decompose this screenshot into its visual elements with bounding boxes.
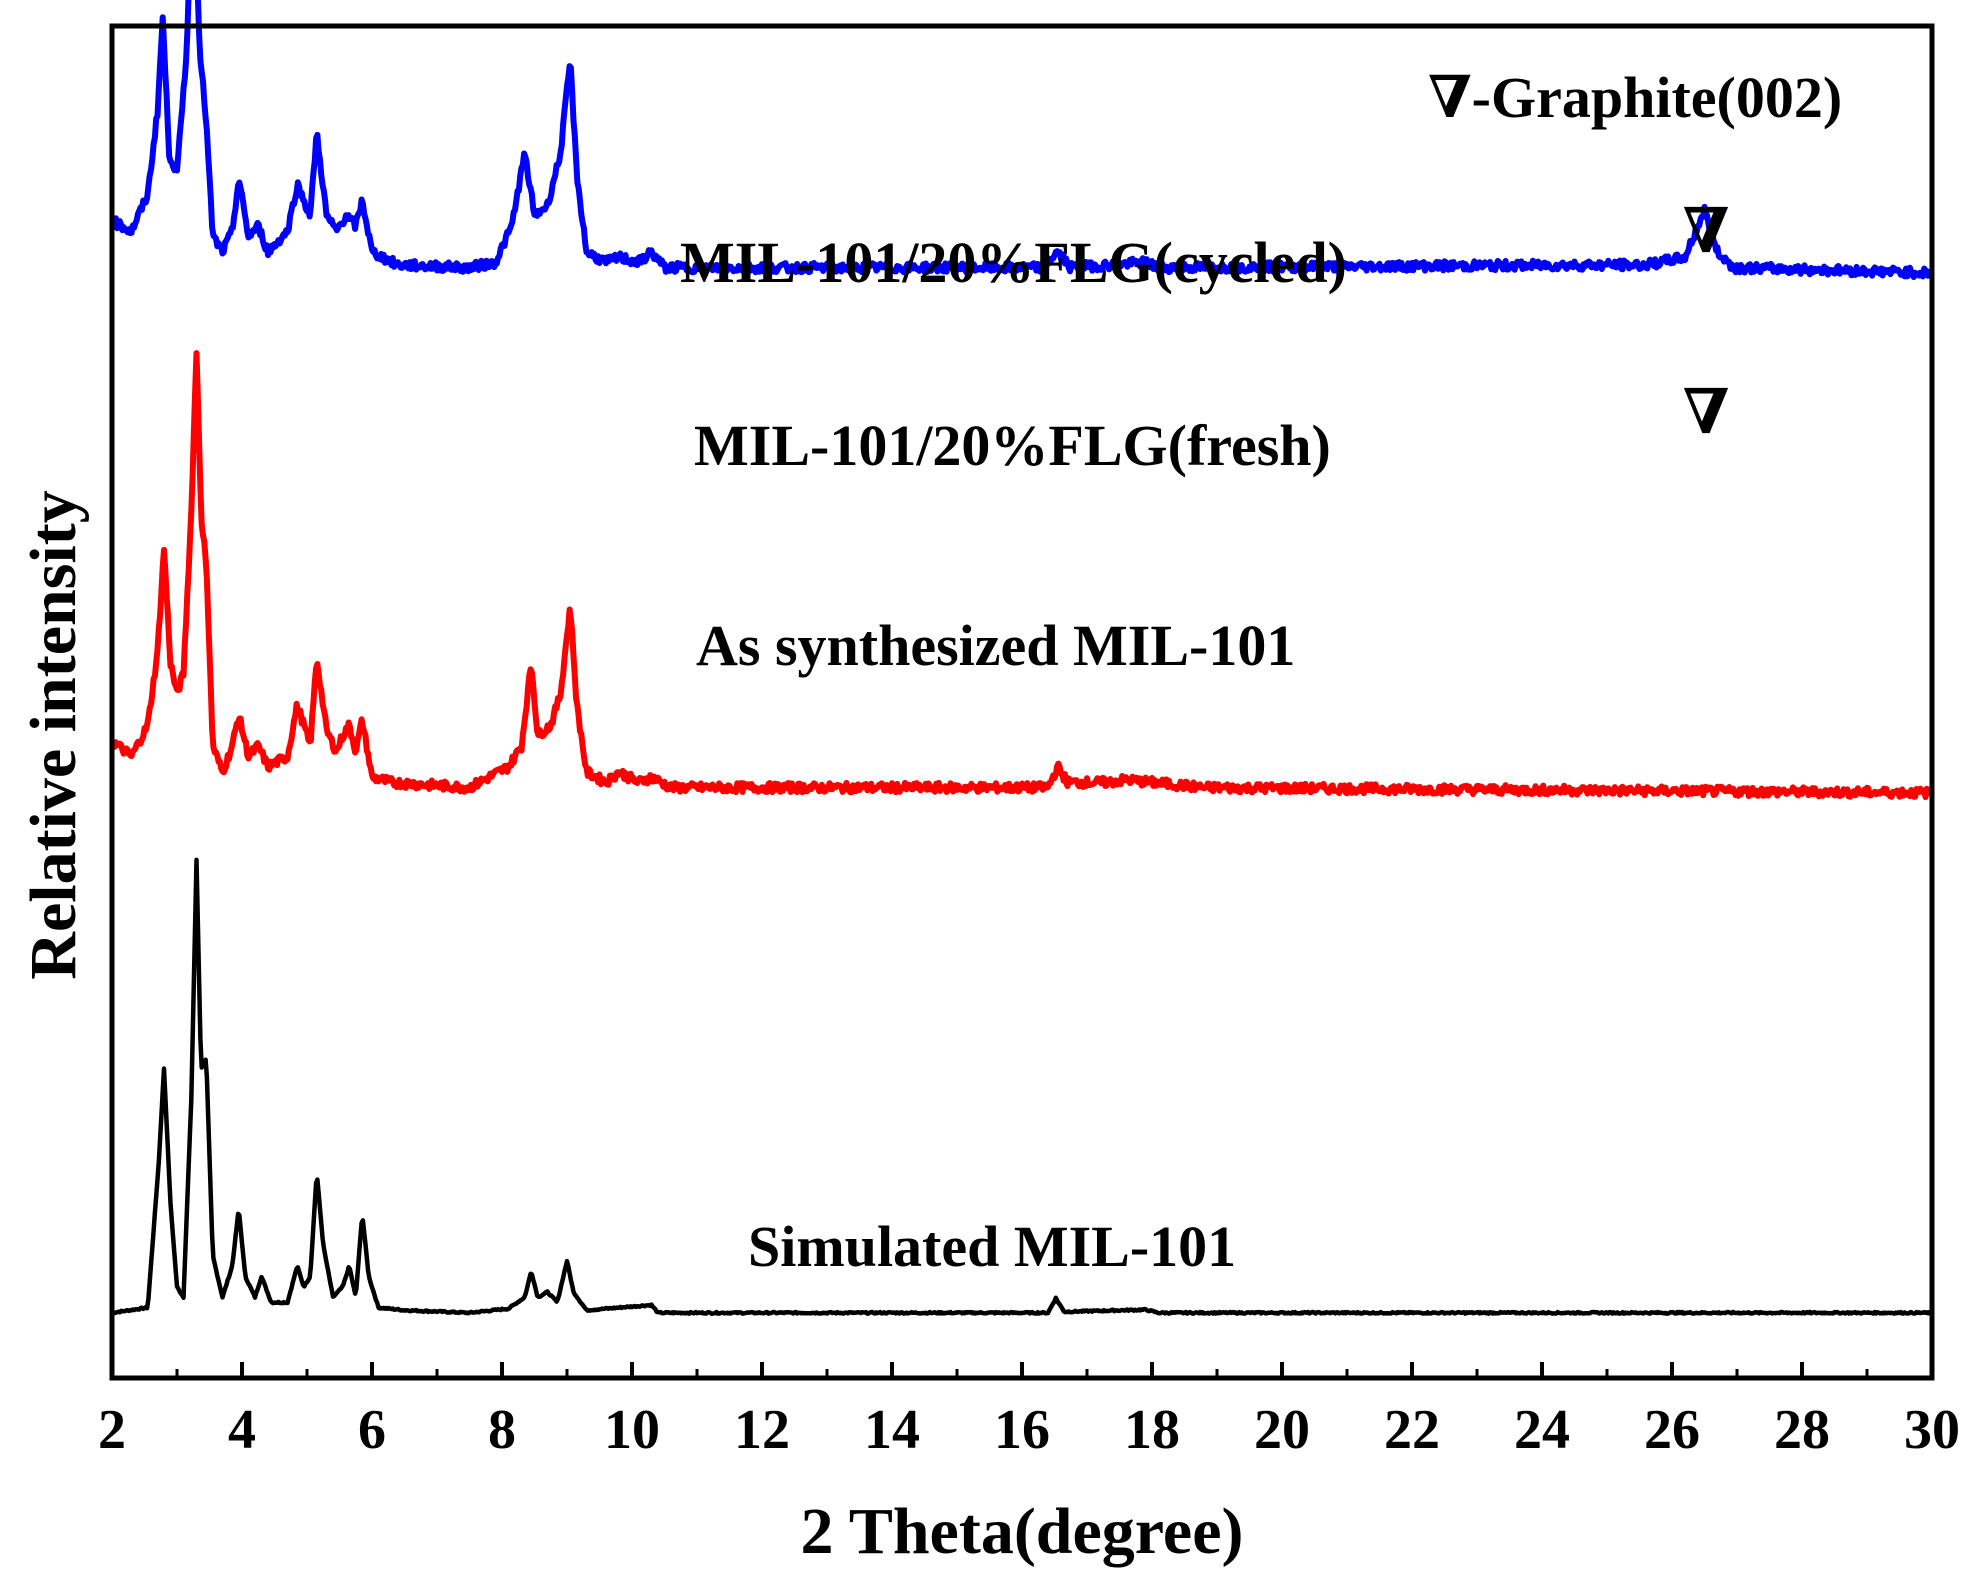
x-tick-label: 10 bbox=[604, 1399, 660, 1461]
series-label-as-synthesized: As synthesized MIL-101 bbox=[696, 613, 1295, 678]
x-tick-label: 4 bbox=[228, 1399, 256, 1461]
series-label-fresh: MIL-101/20%FLG(fresh) bbox=[694, 413, 1331, 478]
x-tick-label: 26 bbox=[1644, 1399, 1700, 1461]
x-tick-label: 16 bbox=[994, 1399, 1050, 1461]
x-tick-label: 22 bbox=[1384, 1399, 1440, 1461]
graphite-marker-fresh: ∇ bbox=[1683, 379, 1730, 447]
x-tick-label: 2 bbox=[98, 1399, 126, 1461]
y-axis-title: Relative intensity bbox=[17, 490, 90, 979]
plot-frame bbox=[109, 23, 1935, 1381]
graphite-marker-cycled: ∇ bbox=[1683, 198, 1730, 266]
series-line-0 bbox=[111, 857, 1934, 1316]
x-tick-label: 28 bbox=[1774, 1399, 1830, 1461]
series-label-simulated: Simulated MIL-101 bbox=[748, 1214, 1236, 1279]
x-tick-label: 18 bbox=[1124, 1399, 1180, 1461]
x-ticks: 2 4 6 8 10 12 14 16 18 20 22 24 26 28 30 bbox=[98, 1362, 1960, 1461]
series-line-1 bbox=[110, 350, 1935, 801]
x-axis-title: 2 Theta(degree) bbox=[801, 1495, 1244, 1568]
series-group bbox=[109, 0, 1935, 1316]
x-tick-label: 14 bbox=[864, 1399, 920, 1461]
labels-group: MIL-101/20%FLG(cycled) MIL-101/20%FLG(fr… bbox=[17, 65, 1842, 1568]
x-tick-label: 8 bbox=[488, 1399, 516, 1461]
series-label-cycled: MIL-101/20%FLG(cycled) bbox=[680, 230, 1347, 295]
x-tick-label: 20 bbox=[1254, 1399, 1310, 1461]
series-line-2 bbox=[109, 0, 1935, 280]
x-tick-label: 30 bbox=[1904, 1399, 1960, 1461]
graphite-annotation: ∇-Graphite(002) bbox=[1428, 65, 1842, 130]
x-tick-label: 24 bbox=[1514, 1399, 1570, 1461]
x-tick-label: 6 bbox=[358, 1399, 386, 1461]
x-tick-label: 12 bbox=[734, 1399, 790, 1461]
